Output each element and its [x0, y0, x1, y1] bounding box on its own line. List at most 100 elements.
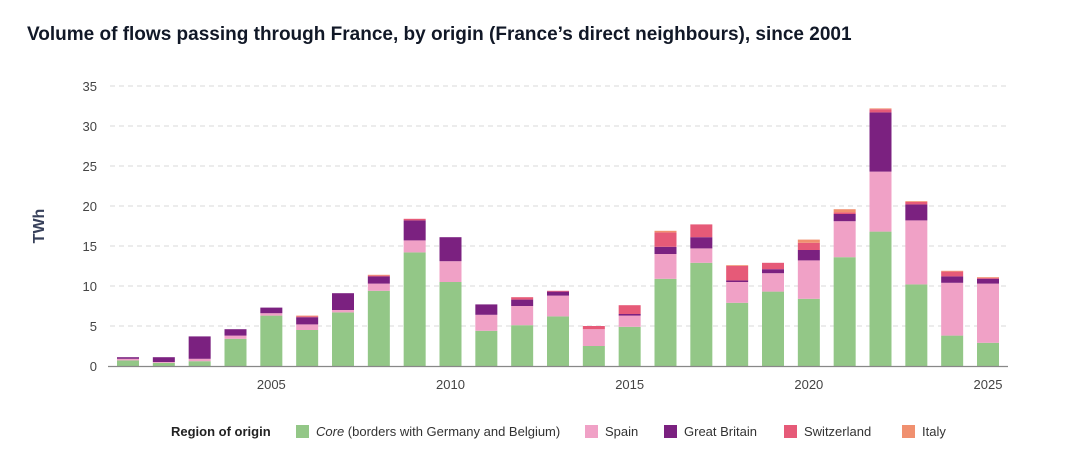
bar-segment-core	[905, 284, 928, 366]
bar-segment-core	[618, 326, 641, 366]
bar-segment-spain	[332, 310, 354, 313]
chart-title: Volume of flows passing through France, …	[27, 24, 852, 45]
bar-segment-italy	[367, 274, 390, 276]
legend-title: Region of origin	[171, 424, 271, 439]
bar-segment-italy	[797, 239, 820, 243]
bar-segment-spain	[475, 314, 498, 331]
bar-segment-great-britain	[260, 307, 283, 314]
bar-segment-spain	[618, 315, 641, 327]
bar-segment-great-britain	[475, 304, 498, 315]
bar-segment-great-britain	[690, 237, 713, 249]
bar-segment-spain	[188, 358, 211, 362]
bar-segment-great-britain	[332, 293, 354, 310]
bar-segment-great-britain	[869, 112, 892, 172]
bar-segment-great-britain	[367, 276, 390, 284]
x-tick-label: 2015	[615, 377, 644, 392]
bar-segment-great-britain	[905, 204, 928, 221]
bar-segment-switzerland	[618, 305, 641, 314]
bar-segment-great-britain	[797, 250, 820, 261]
bar-segment-spain	[654, 254, 677, 279]
bar-segment-spain	[296, 324, 319, 330]
bar-segment-great-britain	[547, 291, 569, 296]
bar-segment-switzerland	[403, 218, 426, 221]
bar-segment-spain	[439, 261, 462, 282]
y-tick-label: 35	[83, 79, 97, 94]
bar-segment-switzerland	[726, 266, 749, 281]
bar-segment-switzerland	[654, 232, 677, 247]
bar-segment-italy	[869, 108, 892, 110]
y-tick-label: 25	[83, 159, 97, 174]
bar-segment-switzerland	[869, 109, 892, 113]
bar-segment-core	[296, 330, 319, 366]
bar-segment-switzerland	[296, 316, 319, 318]
bar-segment-spain	[260, 313, 283, 316]
bar-segment-great-britain	[762, 269, 784, 274]
bar-segment-core	[260, 315, 283, 366]
bar-segment-core	[403, 252, 426, 366]
bar-segment-core	[941, 335, 964, 366]
bar-segment-spain	[117, 358, 139, 361]
bar-segment-core	[582, 346, 605, 366]
bar-segment-great-britain	[726, 280, 749, 282]
bar-segment-great-britain	[941, 276, 964, 283]
bar-segment-spain	[403, 240, 426, 253]
bar-segment-great-britain	[977, 278, 999, 284]
bar-segment-core	[475, 330, 498, 366]
x-tick-label: 2025	[974, 377, 1003, 392]
y-tick-label: 10	[83, 279, 97, 294]
bar-segment-italy	[977, 277, 999, 278]
bar-segment-core	[869, 231, 892, 366]
y-axis-label: TWh	[31, 209, 48, 244]
bar-segment-core	[762, 291, 784, 366]
bar-segment-italy	[296, 315, 319, 317]
bar-segment-spain	[511, 306, 534, 326]
bar-segment-switzerland	[690, 224, 713, 238]
bar-segment-spain	[762, 273, 784, 292]
y-tick-label: 30	[83, 119, 97, 134]
bar-segment-core	[188, 361, 211, 366]
bar-segment-spain	[941, 282, 964, 336]
bar-segment-switzerland	[582, 326, 605, 330]
legend-entry: Spain	[605, 424, 638, 439]
bar-segment-great-britain	[188, 336, 211, 359]
bar-segment-great-britain	[296, 317, 319, 325]
bar-segment-great-britain	[224, 329, 247, 336]
bar-segment-italy	[833, 209, 856, 213]
y-tick-label: 20	[83, 199, 97, 214]
bar-segment-spain	[905, 220, 928, 285]
bar-segment-switzerland	[977, 278, 999, 279]
legend-entry: Switzerland	[804, 424, 871, 439]
bar-segment-switzerland	[547, 290, 569, 292]
legend-entry: Great Britain	[684, 424, 757, 439]
legend-swatch	[296, 425, 309, 438]
bar-segment-great-britain	[152, 357, 175, 362]
bar-segment-spain	[977, 283, 999, 343]
x-tick-label: 2005	[257, 377, 286, 392]
y-tick-label: 15	[83, 239, 97, 254]
legend-swatch	[585, 425, 598, 438]
bar-segment-great-britain	[439, 237, 462, 262]
bar-segment-spain	[690, 248, 713, 263]
y-tick-label: 5	[90, 319, 97, 334]
bar-segment-core	[332, 312, 354, 366]
bar-segment-switzerland	[905, 202, 928, 205]
bar-segment-spain	[367, 283, 390, 291]
x-tick-label: 2020	[794, 377, 823, 392]
bar-segment-core	[726, 302, 749, 366]
bar-segment-spain	[797, 260, 820, 299]
bar-segment-core	[833, 257, 856, 366]
legend-entry: Core (borders with Germany and Belgium)	[316, 424, 560, 439]
x-tick-label: 2010	[436, 377, 465, 392]
legend-swatch	[664, 425, 677, 438]
bar-segment-great-britain	[511, 299, 534, 306]
bar-segment-great-britain	[403, 220, 426, 241]
bar-segment-core	[117, 360, 139, 366]
bar-segment-core	[797, 298, 820, 366]
bar-segment-switzerland	[833, 212, 856, 214]
bar-segment-switzerland	[941, 271, 964, 277]
bar-segment-italy	[726, 265, 749, 266]
bar-segment-core	[224, 338, 247, 366]
bar-segment-core	[547, 316, 569, 366]
legend-entry: Italy	[922, 424, 946, 439]
